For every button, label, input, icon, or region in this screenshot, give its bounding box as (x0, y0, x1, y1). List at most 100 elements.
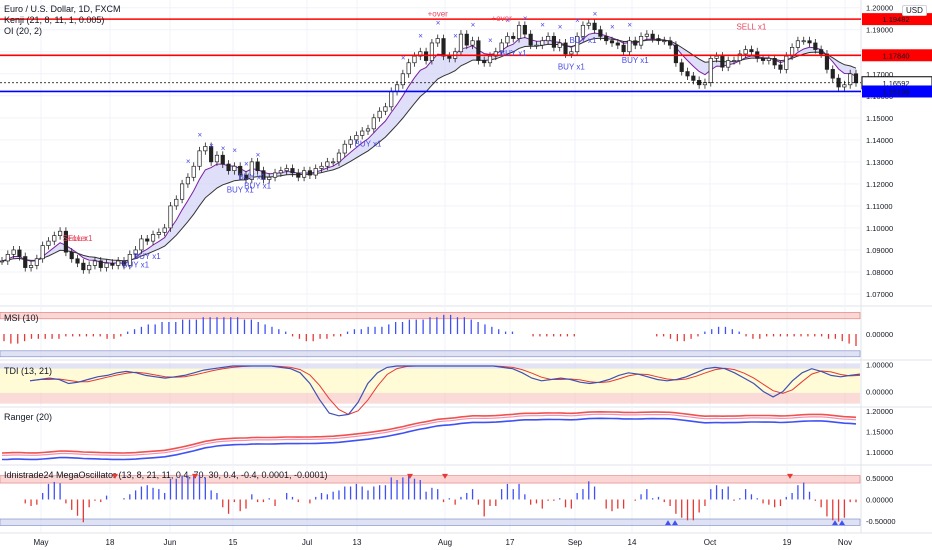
candle-body (272, 172, 278, 178)
candle-body (784, 55, 789, 70)
ranger-axis-tick: 1.20000 (866, 407, 893, 416)
candle-body (528, 33, 533, 46)
osc-axis-tick: -0.50000 (866, 517, 896, 526)
candle-body (772, 58, 777, 66)
osc-down-marker (787, 473, 793, 479)
signal-cross-marker: × (232, 146, 237, 155)
candle-body (336, 152, 342, 163)
candle-body (493, 51, 498, 57)
candle-body (110, 262, 115, 266)
candle-body (261, 170, 266, 180)
candle-body (284, 168, 289, 172)
candle-body (720, 55, 725, 68)
price-axis-tick: 1.15000 (866, 114, 893, 123)
candle-body (331, 161, 336, 164)
sell-signal-label: +over (67, 234, 88, 243)
candle-body (435, 38, 440, 44)
candle-body (365, 128, 371, 132)
signal-cross-marker: × (221, 144, 226, 153)
candle-body (685, 71, 690, 77)
candle-body (17, 249, 22, 257)
sell-signal-label: SELL x1 (736, 23, 766, 32)
candle-body (633, 40, 638, 46)
signal-cross-marker: × (244, 159, 249, 168)
signal-cross-marker: × (436, 18, 441, 27)
time-axis-tick: May (33, 538, 48, 547)
candle-body (389, 91, 394, 108)
candle-body (290, 168, 295, 174)
candle-body (5, 254, 10, 262)
candle-body (377, 110, 382, 119)
signal-cross-marker: × (209, 142, 214, 151)
time-axis-tick: 14 (628, 538, 637, 547)
buy-signal-label: BUY x1 (569, 36, 597, 45)
candle-body (220, 154, 225, 165)
candle-body (58, 230, 63, 236)
price-axis-tick: 1.17000 (866, 70, 893, 79)
time-axis-tick: Jun (164, 538, 177, 547)
candle-body (121, 260, 127, 266)
candle-body (540, 40, 545, 46)
candle-body (214, 154, 220, 163)
candle-body (325, 161, 330, 167)
price-axis-tick: 1.19000 (866, 26, 893, 35)
chart-legend: Euro / U.S. Dollar, 1D, FXCM Kenji (21, … (4, 4, 121, 37)
candle-body (511, 35, 516, 39)
oi-indicator-label[interactable]: OI (20, 2) (4, 26, 43, 36)
ranger-mid-line (1, 413, 857, 457)
signal-cross-marker: × (558, 23, 563, 32)
candle-body (150, 234, 156, 242)
currency-badge[interactable]: USD (902, 5, 927, 16)
time-axis-tick: 19 (783, 538, 792, 547)
candle-body (302, 170, 307, 178)
signal-cross-marker: × (186, 157, 191, 166)
signal-cross-marker: × (488, 36, 493, 45)
candle-body (830, 69, 835, 79)
candle-body (40, 245, 45, 260)
candle-body (650, 33, 655, 39)
candle-body (609, 40, 615, 44)
price-axis-tick: 1.13000 (866, 158, 893, 167)
candle-body (673, 44, 678, 64)
candle-body (296, 172, 301, 178)
candle-body (737, 53, 742, 61)
ranger-axis-tick: 1.10000 (866, 448, 893, 457)
price-level-tag (862, 85, 932, 98)
ranger-axis-tick: 1.15000 (866, 427, 893, 436)
candle-body (627, 40, 632, 53)
candle-body (104, 262, 109, 268)
price-level-value: 1.16592 (882, 79, 909, 88)
candle-body (209, 146, 214, 163)
time-axis-tick: 18 (106, 538, 115, 547)
candle-body (424, 51, 429, 61)
candle-body (127, 254, 132, 266)
candle-body (354, 135, 359, 141)
tdi-title: TDI (13, 21) (4, 366, 52, 376)
candle-body (139, 238, 144, 251)
candle-body (458, 33, 464, 53)
candle-body (63, 230, 68, 253)
tdi-axis-tick: 1.00000 (866, 361, 893, 370)
kenji-indicator-label[interactable]: Kenji (21, 8, 11, 1, 0.005) (4, 15, 105, 25)
price-axis-tick: 1.12000 (866, 180, 893, 189)
candle-body (598, 29, 603, 37)
candle-body (23, 256, 28, 268)
candle-body (243, 174, 249, 180)
signal-cross-marker: × (401, 54, 406, 63)
candle-body (278, 170, 283, 174)
candle-body (75, 258, 80, 264)
candle-body (429, 42, 434, 61)
ranger-lower-line (1, 417, 857, 461)
buy-signal-label: BUY x1 (355, 139, 383, 148)
osc-up-marker (832, 520, 838, 526)
time-axis-tick: 15 (229, 538, 238, 547)
candle-body (46, 240, 51, 246)
candle-body (0, 260, 5, 263)
time-axis-tick: 13 (353, 538, 362, 547)
candle-body (499, 42, 504, 53)
candle-body (487, 55, 493, 64)
buy-signal-label: BUY x1 (134, 252, 162, 261)
price-level-value: 1.19482 (882, 15, 909, 24)
sell-signal-label: SELL x1 (63, 234, 93, 243)
fast-ma-line (1, 32, 857, 265)
